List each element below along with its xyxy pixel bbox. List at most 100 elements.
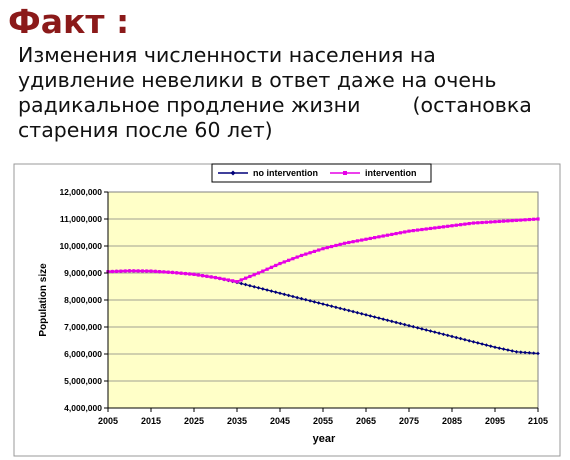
series-marker — [338, 306, 342, 311]
series-marker — [282, 260, 286, 264]
series-marker — [287, 258, 291, 262]
series-marker — [385, 318, 390, 323]
series-marker — [110, 269, 114, 274]
subtitle-line: радикальное продление жизни (остановка — [18, 93, 532, 117]
legend-marker — [343, 171, 347, 175]
y-tick-label: 4,000,000 — [64, 403, 102, 413]
series-marker — [411, 324, 416, 329]
series-marker — [372, 315, 377, 319]
series-marker — [471, 340, 476, 344]
series-marker — [364, 237, 368, 241]
series-marker — [166, 270, 170, 274]
series-marker — [347, 240, 351, 245]
series-marker — [390, 319, 394, 324]
series-marker — [222, 277, 226, 281]
series-marker — [295, 255, 299, 259]
series-marker — [467, 221, 471, 226]
series-marker — [265, 267, 269, 271]
series-marker — [188, 272, 192, 276]
series-marker — [265, 288, 269, 292]
y-axis-label: Population size — [38, 263, 49, 337]
series-marker — [407, 229, 411, 233]
series-marker — [454, 223, 458, 227]
series-marker — [476, 341, 480, 345]
y-tick-label: 11,000,000 — [60, 214, 102, 224]
series-marker — [390, 232, 394, 236]
slide-subtitle: Изменения численности населения на удивл… — [18, 43, 566, 143]
series-marker — [274, 263, 278, 268]
series-marker — [437, 225, 441, 229]
series-marker — [351, 309, 355, 314]
series-marker — [282, 292, 287, 297]
series-marker — [484, 220, 488, 224]
series-marker — [510, 349, 514, 353]
series-marker — [497, 346, 502, 350]
series-marker — [428, 226, 433, 231]
series-marker — [325, 303, 330, 307]
series-marker — [299, 253, 304, 258]
series-marker — [415, 326, 420, 330]
series-marker — [192, 272, 196, 276]
series-marker — [342, 241, 347, 245]
series-marker — [329, 304, 334, 309]
series-marker — [497, 219, 501, 224]
series-marker — [377, 316, 381, 320]
series-marker — [471, 221, 476, 225]
series-marker — [196, 273, 200, 277]
series-marker — [158, 270, 162, 274]
series-marker — [514, 218, 519, 222]
series-marker — [420, 327, 424, 331]
series-marker — [153, 269, 157, 273]
series-marker — [463, 337, 467, 342]
series-marker — [312, 249, 316, 253]
series-marker — [256, 286, 261, 290]
x-tick-label: 2045 — [270, 416, 290, 426]
series-marker — [162, 270, 166, 274]
series-marker — [424, 328, 428, 332]
series-marker — [519, 350, 523, 354]
series-marker — [527, 217, 531, 222]
series-marker — [531, 351, 536, 355]
series-marker — [273, 290, 278, 294]
series-marker — [493, 345, 497, 350]
series-marker — [179, 271, 183, 275]
series-marker — [368, 314, 373, 318]
series-marker — [334, 305, 338, 310]
gridlines — [108, 191, 538, 409]
series-marker — [235, 280, 239, 284]
subtitle-line: Изменения численности населения на — [18, 43, 436, 67]
series-marker — [183, 271, 187, 276]
series-marker — [416, 228, 420, 232]
series-marker — [170, 270, 175, 275]
x-tick-label: 2025 — [184, 416, 204, 426]
x-axis-label: year — [313, 433, 336, 445]
y-tick-label: 7,000,000 — [64, 322, 102, 332]
series-marker — [428, 329, 433, 333]
series-marker — [506, 219, 510, 223]
series-marker — [394, 231, 398, 236]
series-marker — [411, 229, 415, 233]
series-marker — [394, 320, 398, 325]
series-marker — [467, 338, 471, 343]
population-chart: no intervention intervention 4,000,000 5,0… — [13, 163, 561, 457]
chart-legend: no intervention intervention — [211, 163, 432, 183]
series-marker — [321, 247, 325, 251]
series-marker — [213, 275, 218, 280]
series-marker — [295, 295, 299, 300]
series-marker — [398, 321, 403, 326]
series-marker — [441, 225, 445, 229]
series-marker — [261, 269, 265, 273]
series-marker — [278, 261, 282, 266]
series-marker — [536, 351, 540, 356]
series-marker — [403, 230, 407, 234]
series-intervention — [106, 217, 540, 284]
series-marker — [317, 248, 321, 252]
series-marker — [381, 317, 385, 321]
series-marker — [291, 294, 295, 299]
series-marker — [360, 238, 364, 242]
series-marker — [484, 343, 489, 347]
series-marker — [506, 348, 510, 352]
series-marker — [231, 279, 235, 283]
series-marker — [368, 236, 372, 241]
series-marker — [149, 269, 153, 273]
